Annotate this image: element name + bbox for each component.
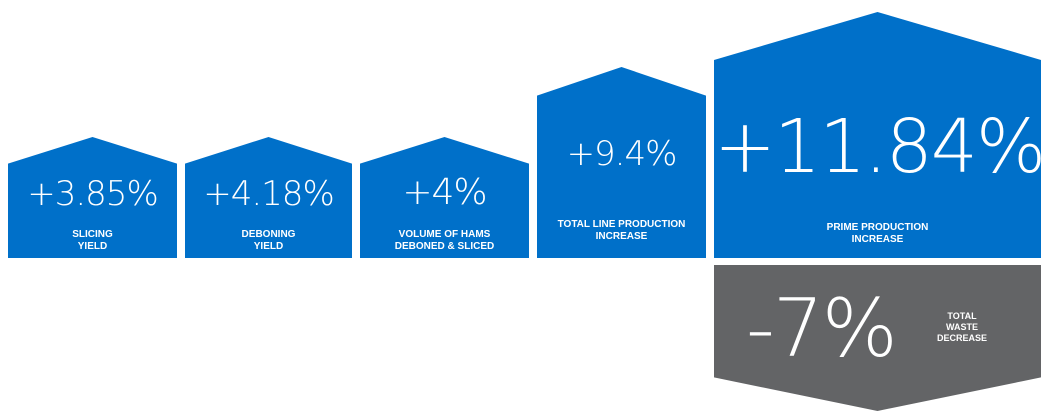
- hams-volume-label: VOLUME OF HAMS DEBONED & SLICED: [360, 229, 529, 253]
- prime-production-stat: +11.84% PRIME PRODUCTION INCREASE: [714, 12, 1041, 258]
- slicing-yield-stat: +3.85% SLICING YIELD: [8, 137, 177, 258]
- deboning-yield-label-line-1: DEBONING: [241, 229, 296, 240]
- deboning-yield-label: DEBONING YIELD: [185, 229, 352, 253]
- prime-production-label-line-2: INCREASE: [851, 234, 904, 245]
- hams-volume-value: +4%: [402, 172, 487, 213]
- line-production-stat: +9.4% TOTAL LINE PRODUCTION INCREASE: [537, 67, 706, 258]
- waste-decrease-label-line-2: WASTE: [945, 322, 978, 332]
- waste-decrease-label-line-3: DECREASE: [936, 333, 987, 343]
- line-production-label-line-1: TOTAL LINE PRODUCTION: [557, 219, 686, 230]
- deboning-yield-stat: +4.18% DEBONING YIELD: [185, 137, 352, 258]
- slicing-yield-label-line-2: YIELD: [77, 241, 108, 252]
- waste-decrease-stat: -7% TOTAL WASTE DECREASE: [714, 265, 1041, 411]
- slicing-yield-value: +3.85%: [27, 174, 159, 214]
- prime-production-label: PRIME PRODUCTION INCREASE: [714, 222, 1041, 246]
- line-production-label-line-2: INCREASE: [595, 231, 648, 242]
- hams-volume-label-line-2: DEBONED & SLICED: [394, 241, 495, 252]
- line-production-label: TOTAL LINE PRODUCTION INCREASE: [537, 219, 706, 243]
- waste-decrease-value: -7%: [746, 282, 898, 375]
- slicing-yield-label-line-1: SLICING: [72, 229, 113, 240]
- line-production-value: +9.4%: [566, 134, 678, 174]
- slicing-yield-label: SLICING YIELD: [8, 229, 177, 253]
- hams-volume-label-line-1: VOLUME OF HAMS: [398, 229, 491, 240]
- deboning-yield-label-line-2: YIELD: [253, 241, 284, 252]
- hams-volume-stat: +4% VOLUME OF HAMS DEBONED & SLICED: [360, 137, 529, 258]
- waste-decrease-label-line-1: TOTAL: [947, 311, 977, 321]
- deboning-yield-value: +4.18%: [203, 174, 335, 214]
- prime-production-label-line-1: PRIME PRODUCTION: [826, 222, 929, 233]
- prime-production-value: +11.84%: [714, 104, 1041, 190]
- waste-decrease-label: TOTAL WASTE DECREASE: [924, 311, 1000, 344]
